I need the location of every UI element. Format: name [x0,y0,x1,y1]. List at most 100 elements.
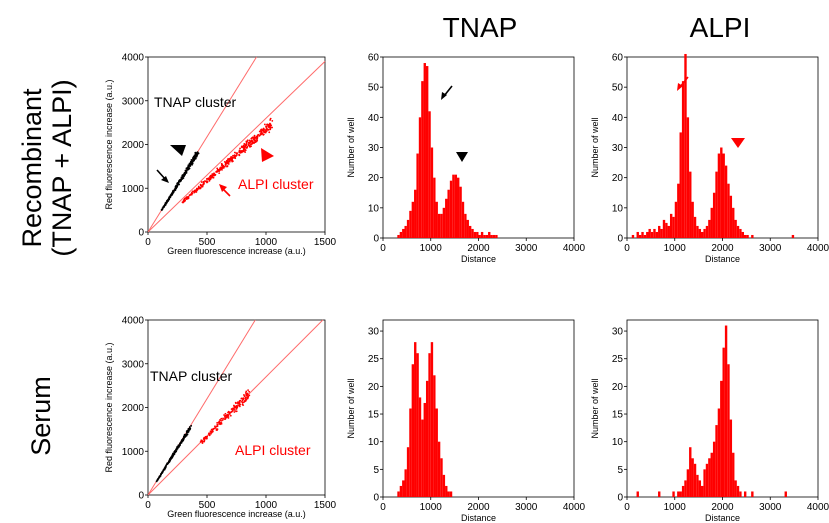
hist-recombinant-alpi-y-tick-label: 10 [612,203,624,214]
scatter-recombinant-point [192,190,194,193]
scatter-recombinant-point [268,131,271,134]
hist-serum-alpi-x-tick-label: 0 [624,502,630,513]
scatter-serum-point [246,393,249,395]
hist-serum-alpi-bar [691,458,694,497]
scatter-serum-point [235,404,238,407]
scatter-recombinant-point [190,158,193,161]
scatter-serum-x-tick-label: 500 [199,500,216,511]
scatter-recombinant-point [190,160,192,163]
scatter-serum-point [240,397,243,400]
scatter-recombinant-point [172,189,175,192]
row-title-serum-line: Serum [26,376,56,456]
hist-recombinant-alpi-bar [701,231,704,238]
scatter-recombinant-y-tick-label: 2000 [122,140,145,151]
scatter-serum-point [162,469,165,472]
hist-recombinant-tnap-bar [476,231,479,238]
scatter-serum-point [214,425,216,428]
scatter-recombinant-point [187,166,190,169]
hist-serum-alpi-x-tick-label: 4000 [807,502,829,513]
scatter-recombinant-point [229,159,232,161]
scatter-recombinant-point [233,154,236,157]
scatter-recombinant-point [243,142,246,145]
histogram-serum-alpi: 0 1000 2000 3000 4000 0 5 10 15 20 25 30 Distance Num… [590,319,829,523]
scatter-recombinant-point [253,137,256,139]
hist-serum-tnap-bar [414,342,417,497]
scatter-recombinant-point [248,139,251,142]
hist-recombinant-alpi-bar [636,231,639,238]
hist-serum-tnap-bar [409,408,412,497]
hist-serum-alpi-bar [732,452,735,497]
scatter-serum-point [243,399,246,402]
scatter-recombinant-point [212,176,215,179]
scatter-recombinant-point [160,208,163,211]
scatter-recombinant-point [191,162,194,165]
scatter-serum-y-axis-label: Red fluorescence increase (a.u.) [104,342,114,472]
scatter-serum-y-tick-label: 1000 [122,447,145,458]
hist-recombinant-alpi-bar [698,228,702,238]
scatter-serum-point [228,411,231,414]
hist-recombinant-alpi-bar [743,234,747,238]
hist-serum-tnap-y-tick-label: 25 [368,354,380,365]
scatter-recombinant-x-tick-label: 1500 [314,237,337,248]
hist-recombinant-alpi-y-tick-label: 40 [612,113,624,124]
scatter-recombinant-y-axis-label: Red fluorescence increase (a.u.) [104,79,114,209]
hist-recombinant-alpi-bar [641,231,644,238]
hist-recombinant-alpi-bar [705,225,709,238]
hist-recombinant-tnap-bar [440,213,443,238]
scatter-serum-point [156,478,159,481]
scatter-serum-point [216,423,219,426]
hist-recombinant-tnap-bar [418,117,422,238]
hist-recombinant-tnap-x-tick-label: 4000 [563,243,586,254]
hist-serum-tnap-bar [440,458,443,497]
scatter-recombinant-point [230,156,233,158]
scatter-recombinant-point [245,144,248,147]
scatter-recombinant-point [223,160,226,163]
hist-serum-alpi-bar [720,380,723,497]
hist-serum-tnap-bar [402,480,405,497]
scatter-serum-point [241,401,244,404]
scatter-serum-point [175,448,178,451]
scatter-recombinant-point [234,157,237,160]
hist-recombinant-tnap-bar [397,234,400,238]
hist-recombinant-alpi-bar [665,222,668,238]
hist-recombinant-alpi-bar [677,183,680,238]
hist-recombinant-alpi-bar [653,228,656,238]
scatter-recombinant-point [202,180,205,183]
scatter-serum-y-tick-label: 0 [138,491,144,502]
hist-serum-tnap-y-tick-label: 10 [368,437,380,448]
scatter-serum-point [161,470,164,473]
hist-serum-alpi-y-tick-label: 15 [612,410,624,421]
hist-serum-alpi-bar [693,463,697,497]
hist-serum-alpi-bar [751,491,754,497]
hist-recombinant-tnap-bar [488,231,491,238]
hist-serum-alpi-bar [705,463,709,497]
hist-recombinant-alpi-bar [720,147,723,238]
hist-recombinant-alpi-y-tick-label: 60 [612,53,624,64]
scatter-recombinant-point [233,151,236,154]
scatter-recombinant-point [243,148,246,151]
hist-serum-tnap-y-tick-label: 5 [373,465,379,476]
hist-recombinant-alpi-bar [646,231,649,238]
scatter-serum-point [233,404,235,407]
hist-recombinant-alpi-x-tick-label: 3000 [759,243,782,254]
scatter-recombinant-point [194,153,197,156]
hist-recombinant-alpi-bar [724,165,728,238]
hist-recombinant-tnap-bar [430,147,434,238]
scatter-recombinant-point [258,130,261,133]
hist-serum-tnap-x-tick-label: 3000 [515,502,538,513]
hist-recombinant-alpi-bar [746,234,749,238]
scatter-serum-y-tick-label: 2000 [122,403,145,414]
hist-recombinant-tnap-bar [411,201,415,238]
hist-recombinant-alpi-bar [681,81,685,238]
hist-serum-alpi-bar [708,458,711,497]
scatter-recombinant-point [218,170,220,172]
hist-recombinant-alpi-bar [691,201,694,238]
hist-recombinant-alpi-bar [715,171,718,238]
scatter-serum-x-tick-label: 0 [145,500,151,511]
hist-recombinant-tnap-bar [485,234,489,238]
hist-recombinant-alpi-bar [727,183,730,238]
scatter-serum-point [209,432,212,435]
scatter-recombinant-point [221,163,224,166]
hist-serum-alpi-bar [784,491,787,497]
scatter-serum-x-tick-label: 1000 [255,500,278,511]
